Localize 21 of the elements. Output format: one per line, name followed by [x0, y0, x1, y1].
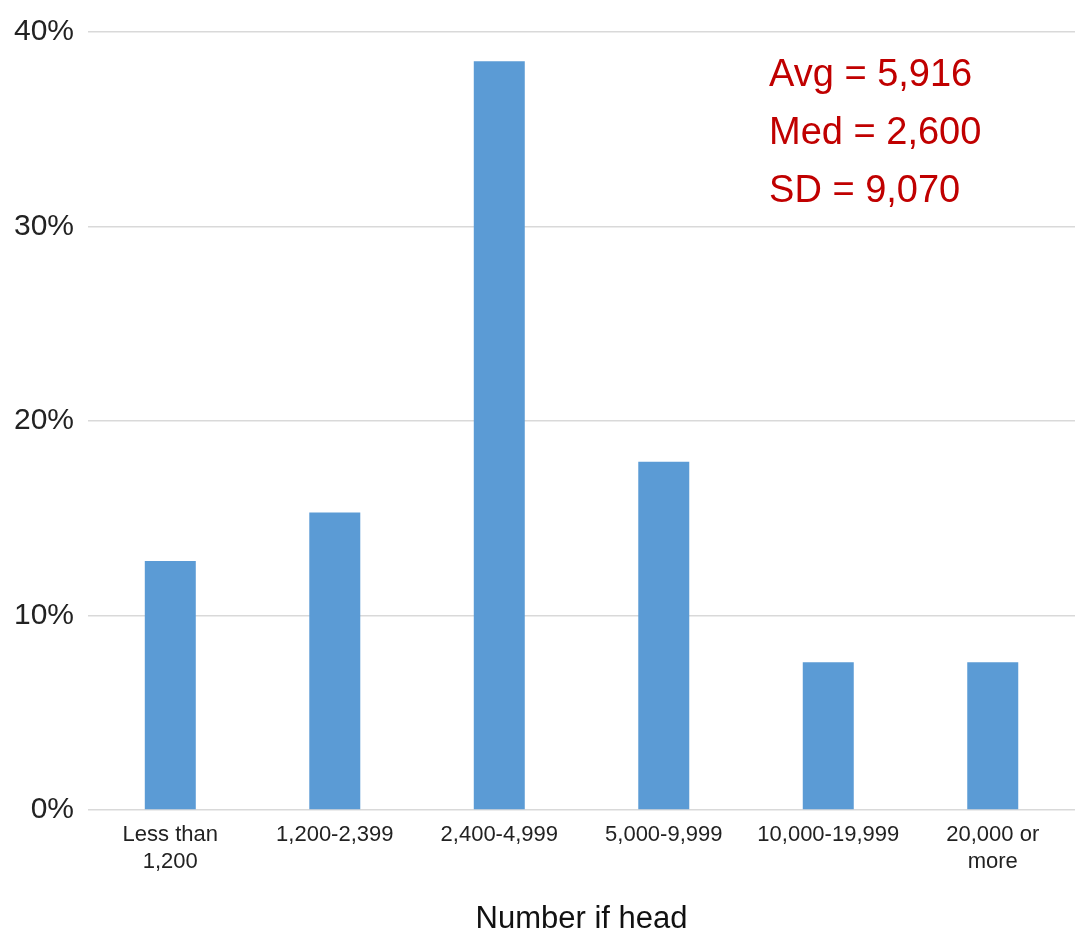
bar	[473, 61, 525, 810]
annotation: SD = 9,070	[769, 168, 961, 211]
y-tick-label: 10%	[14, 596, 75, 630]
x-tick-label: 2,400-4,999	[440, 821, 558, 847]
y-tick-label: 0%	[30, 791, 75, 825]
bar	[967, 662, 1019, 810]
y-tick-label: 30%	[14, 207, 75, 241]
bar	[144, 561, 196, 810]
x-tick-label: 10,000-19,999	[757, 821, 900, 847]
x-tick-label: 5,000-9,999	[605, 821, 723, 847]
bar	[309, 512, 361, 810]
y-tick-label: 20%	[14, 402, 75, 436]
x-axis-title: Number if head	[475, 899, 688, 935]
bar	[638, 461, 690, 810]
bar	[802, 662, 854, 810]
x-tick-label: 1,200-2,399	[276, 821, 394, 847]
x-tick-label: 20,000 or more	[946, 821, 1040, 873]
x-tick-label: Less than 1,200	[122, 821, 218, 873]
annotation: Med = 2,600	[769, 110, 982, 153]
annotation: Avg = 5,916	[769, 52, 973, 95]
y-tick-label: 40%	[14, 13, 75, 47]
